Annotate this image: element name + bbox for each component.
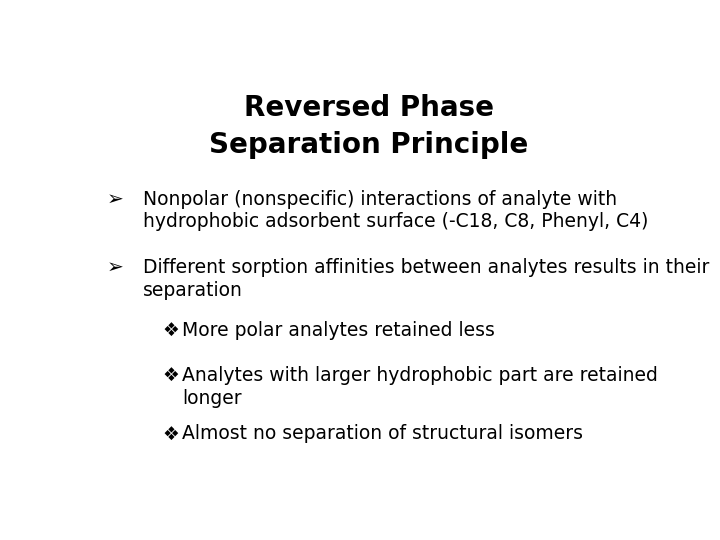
Text: Almost no separation of structural isomers: Almost no separation of structural isome… xyxy=(182,424,583,443)
Text: Nonpolar (nonspecific) interactions of analyte with: Nonpolar (nonspecific) interactions of a… xyxy=(143,190,617,208)
Text: Reversed Phase: Reversed Phase xyxy=(244,94,494,122)
Text: ❖: ❖ xyxy=(163,321,179,340)
Text: More polar analytes retained less: More polar analytes retained less xyxy=(182,321,495,340)
Text: longer: longer xyxy=(182,389,242,408)
Text: Separation Principle: Separation Principle xyxy=(210,131,528,159)
Text: Analytes with larger hydrophobic part are retained: Analytes with larger hydrophobic part ar… xyxy=(182,366,658,385)
Text: Different sorption affinities between analytes results in their: Different sorption affinities between an… xyxy=(143,258,709,277)
Text: ➢: ➢ xyxy=(107,190,124,208)
Text: ➢: ➢ xyxy=(107,258,124,277)
Text: ❖: ❖ xyxy=(163,424,179,443)
Text: ❖: ❖ xyxy=(163,366,179,385)
Text: separation: separation xyxy=(143,281,243,300)
Text: hydrophobic adsorbent surface (-C18, C8, Phenyl, C4): hydrophobic adsorbent surface (-C18, C8,… xyxy=(143,212,649,232)
